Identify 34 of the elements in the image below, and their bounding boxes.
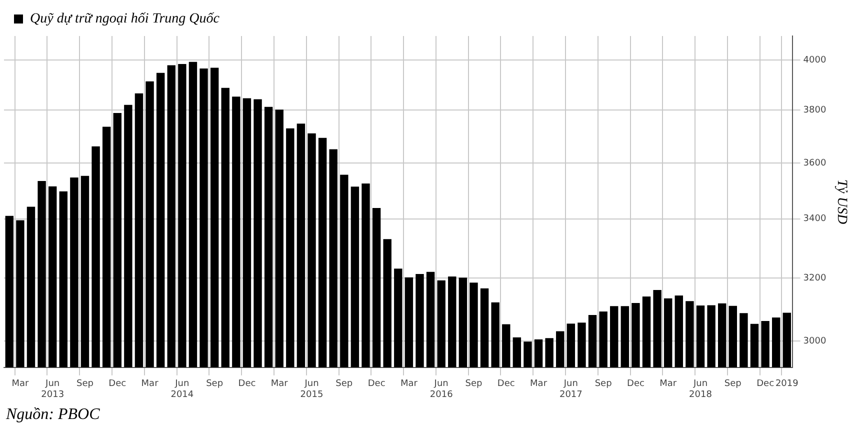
x-tick-label: Mar [12,379,29,390]
x-tick-label: Dec [756,379,774,390]
x-tick-label: Sep [206,379,224,390]
x-tick-label: Dec [238,379,256,390]
x-tick-label: Jun 2013 [41,379,64,400]
x-tick-label: Dec [627,379,644,390]
x-tick-label: Mar [660,379,677,390]
y-tick-label: 3600 [803,158,826,168]
x-tick-label: 2019 [775,379,799,390]
x-tick-label: Mar [530,379,548,390]
y-tick-label: 3800 [803,106,826,116]
x-tick-label: Sep [76,379,94,390]
x-tick-label: Jun 2018 [689,379,712,400]
y-tick-label: 3400 [803,214,826,224]
x-tick-label: Jun 2015 [300,379,324,400]
legend-label: Quỹ dự trữ ngoại hối Trung Quốc [30,12,220,27]
x-tick-label: Jun 2014 [170,379,194,400]
x-tick-label: Sep [336,379,353,390]
x-tick-label: Sep [594,379,612,390]
x-tick-label: Dec [497,379,515,390]
x-tick-label: Jun 2017 [559,379,582,400]
x-tick-label: Mar [141,379,159,390]
x-tick-label: Sep [724,379,742,390]
x-tick-label: Jun 2016 [430,379,454,400]
y-tick-label: 3000 [803,336,826,346]
y-tick-label: 4000 [803,55,826,66]
x-tick-label: Dec [368,379,386,390]
x-tick-label: Dec [108,379,126,390]
y-tick-label: 3200 [803,273,826,284]
x-tick-label: Mar [270,379,288,390]
x-tick-label: Sep [465,379,483,390]
x-tick-label: Mar [400,379,418,390]
y-axis-title: Tỷ USD [834,179,849,224]
text: Nguồn: PBOC [5,406,100,424]
